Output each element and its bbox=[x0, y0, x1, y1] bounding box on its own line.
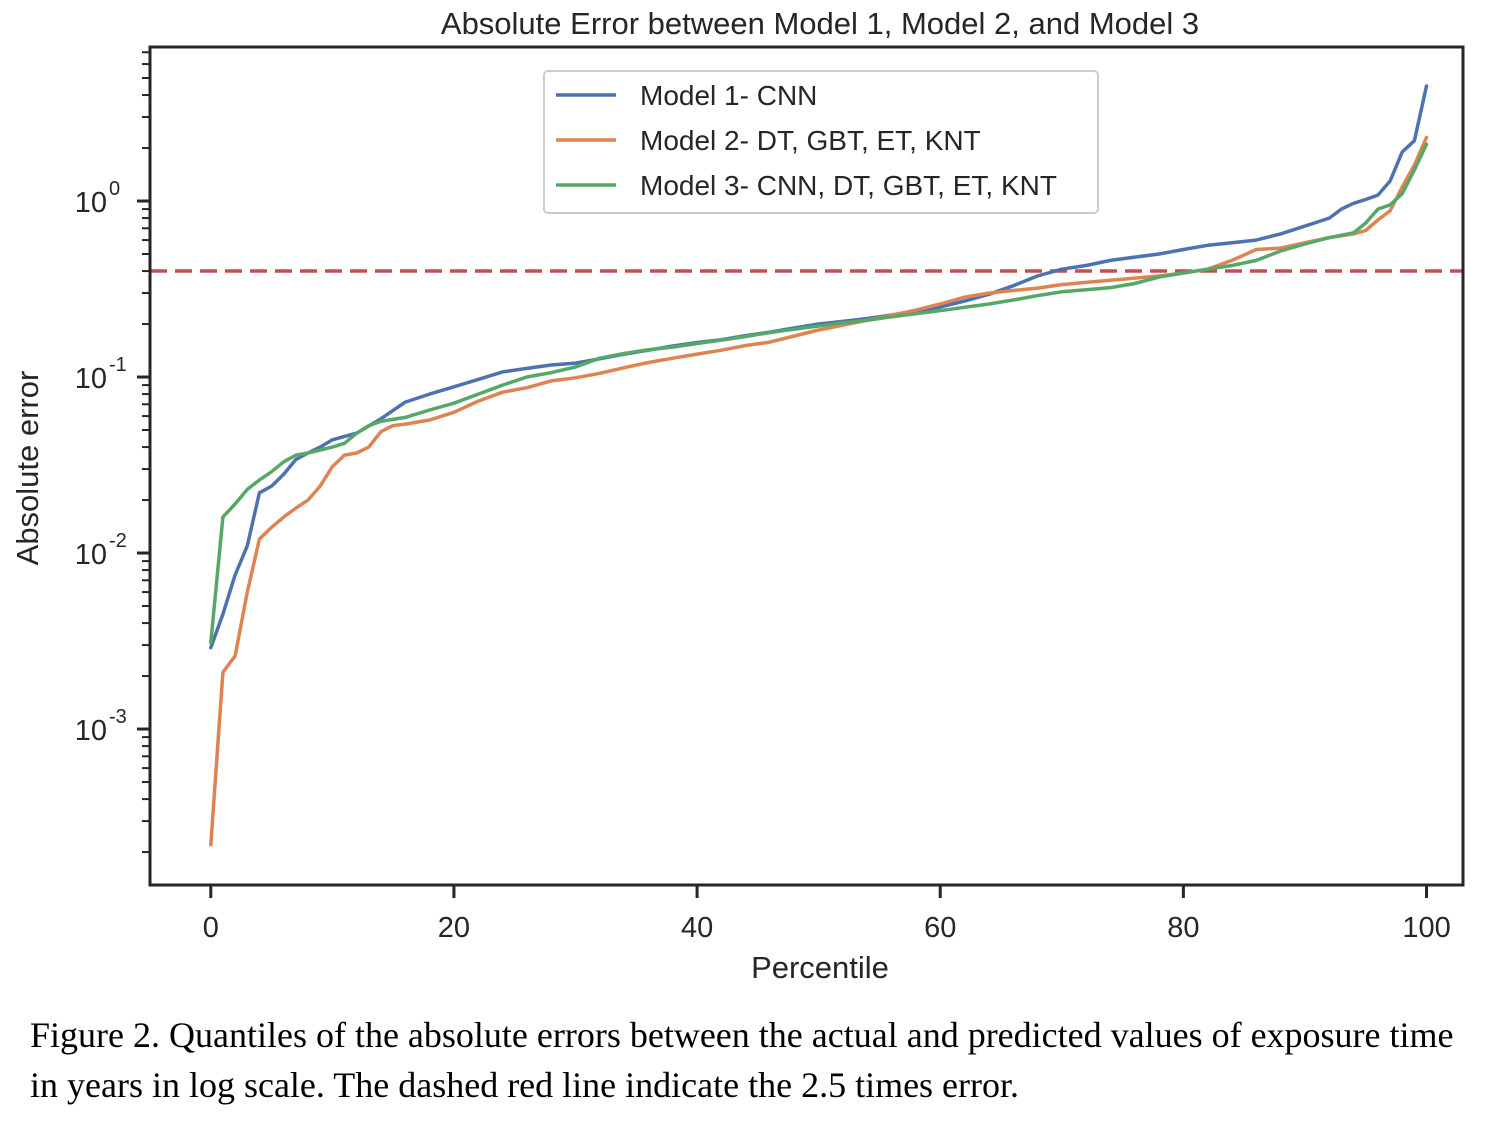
y-tick-exponent: -3 bbox=[109, 706, 127, 728]
x-tick-label: 60 bbox=[924, 912, 956, 944]
y-tick-exponent: 0 bbox=[109, 178, 120, 200]
series-line-model-3 bbox=[209, 142, 1429, 645]
x-tick-label: 80 bbox=[1167, 912, 1199, 944]
x-tick-label: 40 bbox=[681, 912, 713, 944]
legend-label-model-1: Model 1- CNN bbox=[640, 80, 817, 111]
x-tick-label: 0 bbox=[203, 912, 219, 944]
legend-label-model-2: Model 2- DT, GBT, ET, KNT bbox=[640, 125, 981, 156]
y-tick-label: 10 bbox=[75, 187, 107, 219]
legend-box bbox=[543, 70, 1099, 214]
series-line-model-2 bbox=[209, 135, 1429, 847]
y-tick-exponent: -1 bbox=[109, 354, 127, 376]
x-axis-label: Percentile bbox=[751, 950, 889, 985]
plot-area bbox=[150, 84, 1463, 847]
legend-label-model-3: Model 3- CNN, DT, GBT, ET, KNT bbox=[640, 170, 1057, 201]
x-tick-label: 20 bbox=[438, 912, 470, 944]
y-tick-label: 10 bbox=[75, 363, 107, 395]
chart: Absolute Error between Model 1, Model 2,… bbox=[10, 6, 1465, 985]
axes-frame bbox=[148, 45, 1465, 887]
legend: Model 1- CNN Model 2- DT, GBT, ET, KNT Mod… bbox=[543, 70, 1099, 214]
y-tick-label: 10 bbox=[75, 715, 107, 747]
y-tick-exponent: -2 bbox=[109, 530, 127, 552]
x-tick-label: 100 bbox=[1402, 912, 1450, 944]
y-tick-label: 10 bbox=[75, 539, 107, 571]
y-axis-label: Absolute error bbox=[10, 371, 45, 566]
chart-title: Absolute Error between Model 1, Model 2,… bbox=[441, 6, 1199, 41]
figure-caption: Figure 2. Quantiles of the absolute erro… bbox=[30, 1015, 1454, 1105]
